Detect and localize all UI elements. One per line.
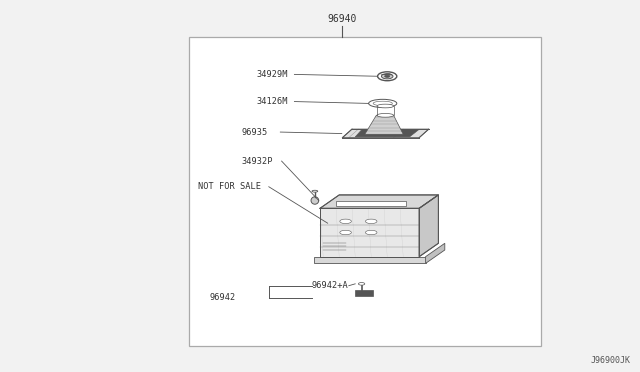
Ellipse shape [385, 75, 390, 77]
Ellipse shape [377, 113, 394, 117]
Ellipse shape [311, 197, 319, 204]
Ellipse shape [312, 190, 317, 192]
Polygon shape [419, 195, 438, 257]
Polygon shape [355, 290, 373, 296]
Ellipse shape [340, 230, 351, 235]
Ellipse shape [381, 74, 393, 79]
Ellipse shape [373, 101, 392, 106]
Polygon shape [320, 208, 419, 257]
Ellipse shape [377, 104, 394, 108]
Text: 34126M: 34126M [256, 97, 287, 106]
Polygon shape [426, 243, 445, 263]
Ellipse shape [365, 230, 377, 235]
Polygon shape [365, 115, 403, 134]
Text: 34929M: 34929M [256, 70, 287, 79]
Text: 96935: 96935 [242, 128, 268, 137]
Ellipse shape [358, 283, 365, 285]
Ellipse shape [365, 219, 377, 224]
Text: 96940: 96940 [328, 14, 357, 24]
Polygon shape [336, 201, 406, 206]
Ellipse shape [378, 72, 397, 81]
Ellipse shape [369, 99, 397, 108]
Polygon shape [314, 257, 426, 263]
Text: J96900JK: J96900JK [590, 356, 630, 365]
Text: 96942: 96942 [209, 293, 236, 302]
Bar [189, 37, 541, 346]
Text: NOT FOR SALE: NOT FOR SALE [198, 182, 261, 191]
Ellipse shape [340, 219, 351, 224]
Polygon shape [355, 130, 419, 137]
Text: 96942+A: 96942+A [312, 281, 348, 290]
Polygon shape [320, 195, 438, 208]
Text: 34932P: 34932P [242, 157, 273, 166]
Polygon shape [342, 129, 429, 138]
